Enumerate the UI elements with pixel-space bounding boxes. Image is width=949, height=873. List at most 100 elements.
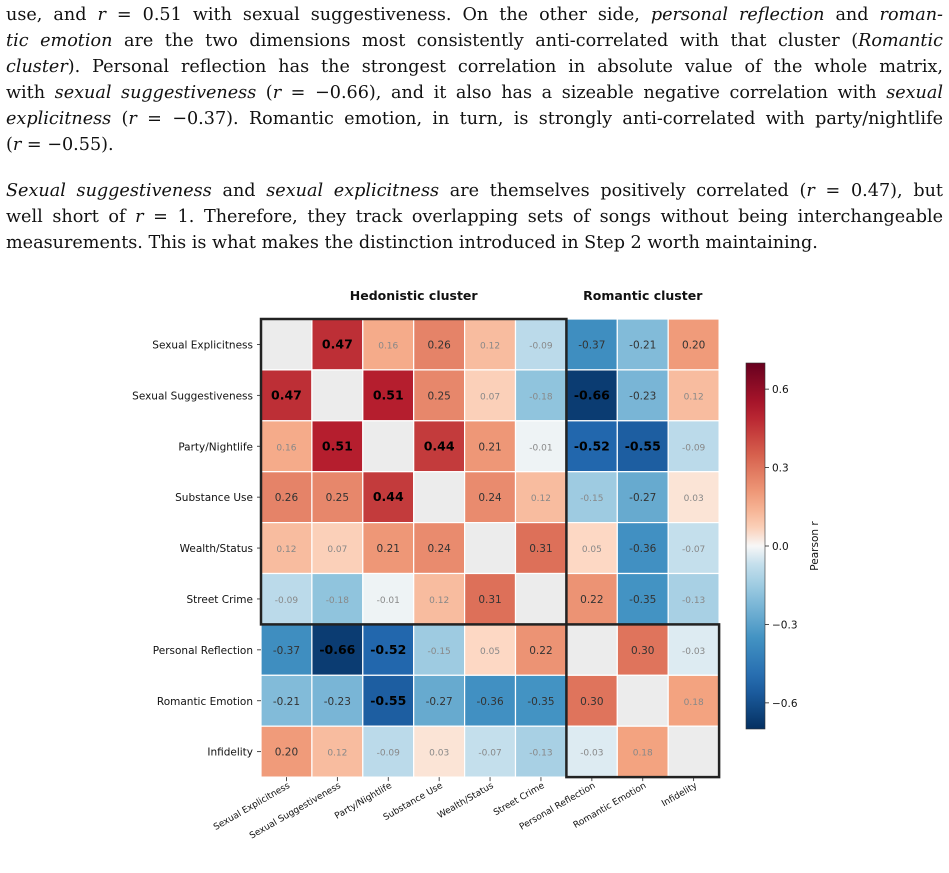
heatmap-cell	[616, 572, 669, 626]
heatmap-cell	[667, 522, 720, 575]
cell-value-label: 0.20	[682, 339, 705, 351]
cell-value-label: -0.07	[478, 749, 501, 759]
cell-value-label: -0.36	[629, 543, 656, 555]
cell-value-label: 0.31	[478, 594, 501, 606]
heatmap-cell	[514, 725, 568, 778]
heatmap-cell	[413, 522, 466, 575]
cell-value-label: 0.30	[631, 645, 654, 657]
cell-value-label: -0.23	[629, 390, 656, 402]
cell-value-label: -0.55	[370, 693, 406, 708]
heatmap-cell	[260, 623, 313, 676]
text-run: (	[256, 83, 273, 103]
cell-value-label: -0.13	[682, 596, 705, 606]
cluster-border	[565, 623, 721, 779]
heatmap-cell	[413, 369, 466, 422]
cell-value-label: -0.66	[319, 642, 355, 657]
text-run: = 1. Therefore, they track overlapping s…	[143, 207, 944, 227]
column-label: Infidelity	[660, 781, 699, 810]
text-run: and	[211, 181, 267, 201]
italic-term: r	[272, 83, 282, 103]
heatmap-cell	[311, 522, 364, 575]
paragraph1-line: use, and r = 0.51 with sexual suggestive…	[6, 2, 943, 28]
italic-term: cluster	[6, 57, 68, 77]
italic-term: explicitness	[6, 109, 112, 129]
cell-value-label: 0.25	[427, 390, 450, 402]
cell-value-label: 0.22	[529, 645, 552, 657]
text-run: use, and	[6, 5, 98, 25]
text-run: are themselves positively correlated (	[439, 181, 807, 201]
italic-term: r	[12, 135, 22, 155]
italic-term: r	[135, 207, 144, 227]
italic-term: r	[806, 181, 815, 201]
paragraph1-line: explicitness (r = −0.37). Romantic emoti…	[6, 106, 943, 132]
cell-value-label: 0.05	[480, 647, 500, 657]
paragraph1-line: (r = −0.55).	[6, 132, 943, 158]
cell-value-label: 0.21	[377, 543, 400, 555]
cell-value-label: 0.26	[427, 339, 451, 351]
cell-value-label: -0.36	[476, 696, 503, 708]
heatmap-cell	[260, 420, 313, 473]
colorbar-tick-label: −0.6	[772, 698, 798, 710]
cell-value-label: 0.05	[582, 545, 602, 555]
heatmap-cell	[311, 674, 364, 727]
cell-value-label: 0.24	[427, 543, 451, 555]
cell-value-label: 0.03	[429, 749, 449, 759]
column-label: Sexual Suggestiveness	[248, 781, 343, 842]
cell-value-label: -0.21	[273, 696, 300, 708]
text-run: = −0.37). Romantic emotion, in turn, is …	[136, 109, 943, 129]
row-label: Personal Reflection	[153, 645, 253, 657]
cell-value-label: 0.26	[275, 492, 299, 504]
colorbar	[745, 362, 766, 730]
heatmap-cell	[565, 522, 618, 575]
cell-value-label: -0.18	[326, 596, 350, 606]
heatmap-cell	[413, 471, 466, 524]
cell-value-label: -0.27	[629, 492, 656, 504]
colorbar-tick-label: 0.6	[772, 384, 789, 396]
text-run: (	[111, 109, 129, 129]
cell-value-label: -0.35	[527, 696, 554, 708]
heatmap-cell	[616, 674, 669, 727]
cell-value-label: -0.09	[529, 341, 553, 351]
text-run: = 0.47), but	[814, 181, 944, 201]
text-run: measurements. This is what makes the dis…	[6, 233, 818, 253]
heatmap-cell	[616, 369, 669, 422]
cell-value-label: 0.22	[580, 594, 603, 606]
row-label: Substance Use	[175, 492, 253, 504]
heatmap-cell	[464, 471, 517, 524]
cell-value-label: -0.01	[529, 443, 552, 453]
italic-term: r	[128, 109, 137, 129]
cell-value-label: 0.24	[478, 492, 502, 504]
cell-value-label: 0.07	[327, 545, 347, 555]
cell-value-label: -0.55	[625, 438, 661, 453]
colorbar-tick-label: 0.3	[772, 463, 789, 475]
cell-value-label: -0.18	[529, 392, 553, 402]
cell-value-label: -0.27	[426, 696, 453, 708]
text-run: with	[6, 83, 55, 103]
cell-value-label: 0.12	[480, 341, 500, 351]
cell-value-label: 0.25	[326, 492, 349, 504]
heatmap-cell	[362, 318, 415, 371]
heatmap-cell	[311, 471, 364, 524]
row-label: Wealth/Status	[180, 543, 253, 555]
cell-value-label: 0.18	[633, 749, 653, 759]
heatmap-cell	[514, 369, 568, 422]
row-label: Romantic Emotion	[157, 696, 253, 708]
heatmap-cell	[565, 623, 618, 676]
cell-value-label: -0.52	[370, 642, 406, 657]
cell-value-label: -0.15	[428, 647, 451, 657]
heatmap-cell	[311, 420, 364, 473]
heatmap-cell	[362, 471, 415, 524]
heatmap-cell	[667, 572, 720, 626]
cell-value-label: 0.07	[480, 392, 500, 402]
heatmap-cell	[413, 674, 466, 727]
paragraph1-line: with sexual suggestiveness (r = −0.66), …	[6, 80, 943, 106]
italic-term: roman-	[879, 5, 943, 25]
cell-value-label: -0.66	[574, 387, 610, 402]
cell-value-label: -0.09	[377, 749, 401, 759]
cell-value-label: 0.44	[424, 438, 455, 453]
cell-value-label: 0.12	[531, 494, 551, 504]
cell-value-label: 0.44	[373, 489, 404, 504]
cell-value-label: -0.15	[580, 494, 603, 504]
cluster-title: Romantic cluster	[583, 288, 703, 303]
colorbar-tick-label: −0.3	[772, 619, 798, 631]
